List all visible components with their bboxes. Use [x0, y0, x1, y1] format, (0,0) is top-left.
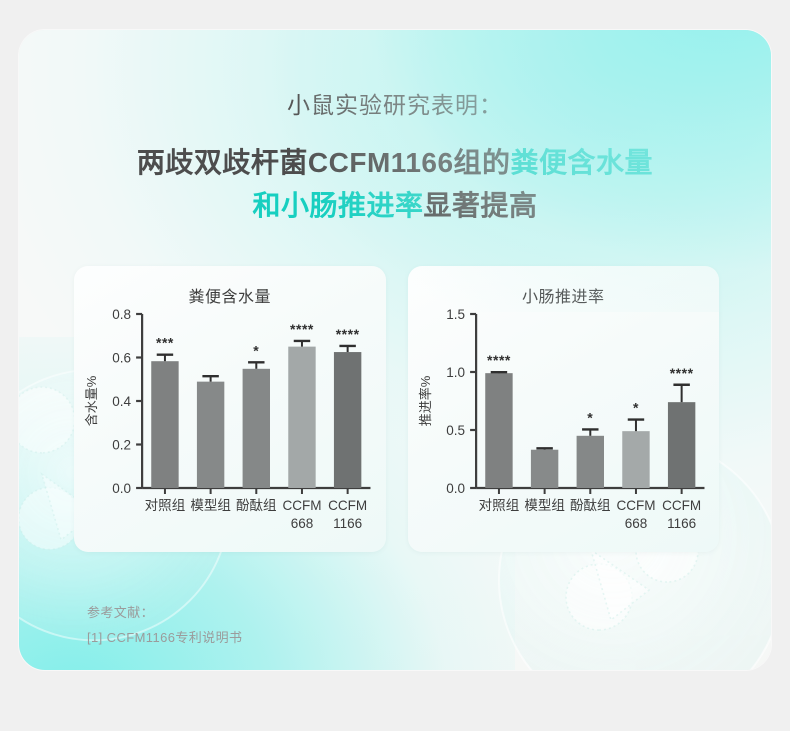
bar-1	[530, 449, 558, 488]
headline-line-2-plain: 两歧双歧杆菌CCFM1166组的	[136, 147, 511, 178]
bar-3	[288, 346, 316, 488]
bar-0	[484, 373, 513, 488]
x-tick-label-0: 对照组	[478, 498, 519, 513]
chart-card-fecal-water: 粪便含水量 0.0 0.2 0.4 0.6 0.8 含水量% *** 对照组 模型组 * 酚酞组 **…	[74, 266, 386, 552]
bar-2	[576, 435, 604, 488]
x-tick-label-4: 1166	[667, 516, 696, 531]
y-tick-label: 0.6	[112, 351, 131, 366]
y-tick-label: 0.4	[112, 394, 131, 409]
significance-label-0: ***	[156, 335, 174, 351]
y-tick-label: 0.5	[446, 423, 465, 438]
x-tick-label-4: CCFM	[328, 498, 367, 513]
x-tick-label-3: CCFM	[282, 498, 321, 513]
headline-line-2: 两歧双歧杆菌CCFM1166组的粪便含水量	[19, 141, 771, 184]
significance-label-2: *	[253, 342, 259, 358]
headline-line-3-highlight: 和小肠推进率	[252, 190, 424, 222]
x-tick-label-1: 模型组	[190, 498, 231, 513]
chart-title-0: 粪便含水量	[188, 289, 271, 306]
headline-line-3: 和小肠推进率显著提高	[19, 184, 771, 227]
bar-4	[333, 352, 362, 488]
y-tick-label: 0.8	[112, 307, 131, 322]
bar-4	[667, 402, 695, 488]
x-tick-label-4: 1166	[333, 516, 362, 531]
significance-label-2: *	[587, 409, 593, 425]
charts-row: 粪便含水量 0.0 0.2 0.4 0.6 0.8 含水量% *** 对照组 模型组 * 酚酞组 **…	[74, 266, 719, 552]
content-panel: 小鼠实验研究表明： 两歧双歧杆菌CCFM1166组的粪便含水量 和小肠推进率显著…	[19, 30, 771, 670]
y-tick-label: 1.5	[446, 307, 465, 322]
y-axis-title: 推进率%	[418, 375, 433, 426]
x-tick-label-1: 模型组	[524, 498, 565, 513]
y-tick-label: 1.0	[446, 365, 465, 380]
significance-label-0: ****	[487, 352, 511, 368]
significance-label-3: ****	[290, 321, 314, 337]
chart-title-1: 小肠推进率	[521, 289, 605, 306]
y-axis-title: 含水量%	[84, 375, 99, 426]
significance-label-4: ****	[669, 365, 693, 381]
y-tick-label: 0.2	[112, 438, 131, 453]
x-tick-label-0: 对照组	[145, 498, 186, 513]
headline-block: 小鼠实验研究表明： 两歧双歧杆菌CCFM1166组的粪便含水量 和小肠推进率显著…	[19, 86, 771, 228]
headline-line-3-plain: 显著提高	[423, 190, 538, 222]
bar-1	[196, 381, 225, 488]
headline-line-1: 小鼠实验研究表明：	[287, 92, 503, 118]
bar-2	[242, 368, 270, 488]
x-tick-label-3: CCFM	[616, 498, 655, 513]
references-heading: 参考文献：	[87, 605, 155, 620]
references-block: 参考文献： [1] CCFM1166专利说明书	[87, 600, 242, 651]
bar-chart-fecal-water: 0.0 0.2 0.4 0.6 0.8 含水量% *** 对照组 模型组 * 酚酞组 **** CCFM…	[74, 266, 386, 552]
x-tick-label-2: 酚酞组	[570, 498, 611, 513]
bar-0	[151, 361, 179, 488]
y-tick-label: 0.0	[112, 481, 131, 496]
chart-card-intestinal-propulsion: 小肠推进率 0.0 0.5 1.0 1.5 推进率% **** 对照组 模型组 * 酚酞组 * CCF…	[407, 266, 720, 552]
bar-3	[621, 431, 650, 488]
x-tick-label-2: 酚酞组	[236, 498, 277, 513]
significance-label-3: *	[632, 400, 638, 416]
reference-item-1: [1] CCFM1166专利说明书	[87, 630, 243, 646]
x-tick-label-3: 668	[291, 516, 314, 531]
x-tick-label-4: CCFM	[662, 498, 701, 513]
headline-line-2-highlight: 粪便含水量	[510, 147, 654, 178]
bar-chart-intestinal-propulsion: 0.0 0.5 1.0 1.5 推进率% **** 对照组 模型组 * 酚酞组 * CCFM 668 **…	[408, 266, 720, 552]
x-tick-label-3: 668	[624, 516, 647, 531]
y-tick-label: 0.0	[446, 481, 465, 496]
significance-label-4: ****	[336, 326, 360, 342]
